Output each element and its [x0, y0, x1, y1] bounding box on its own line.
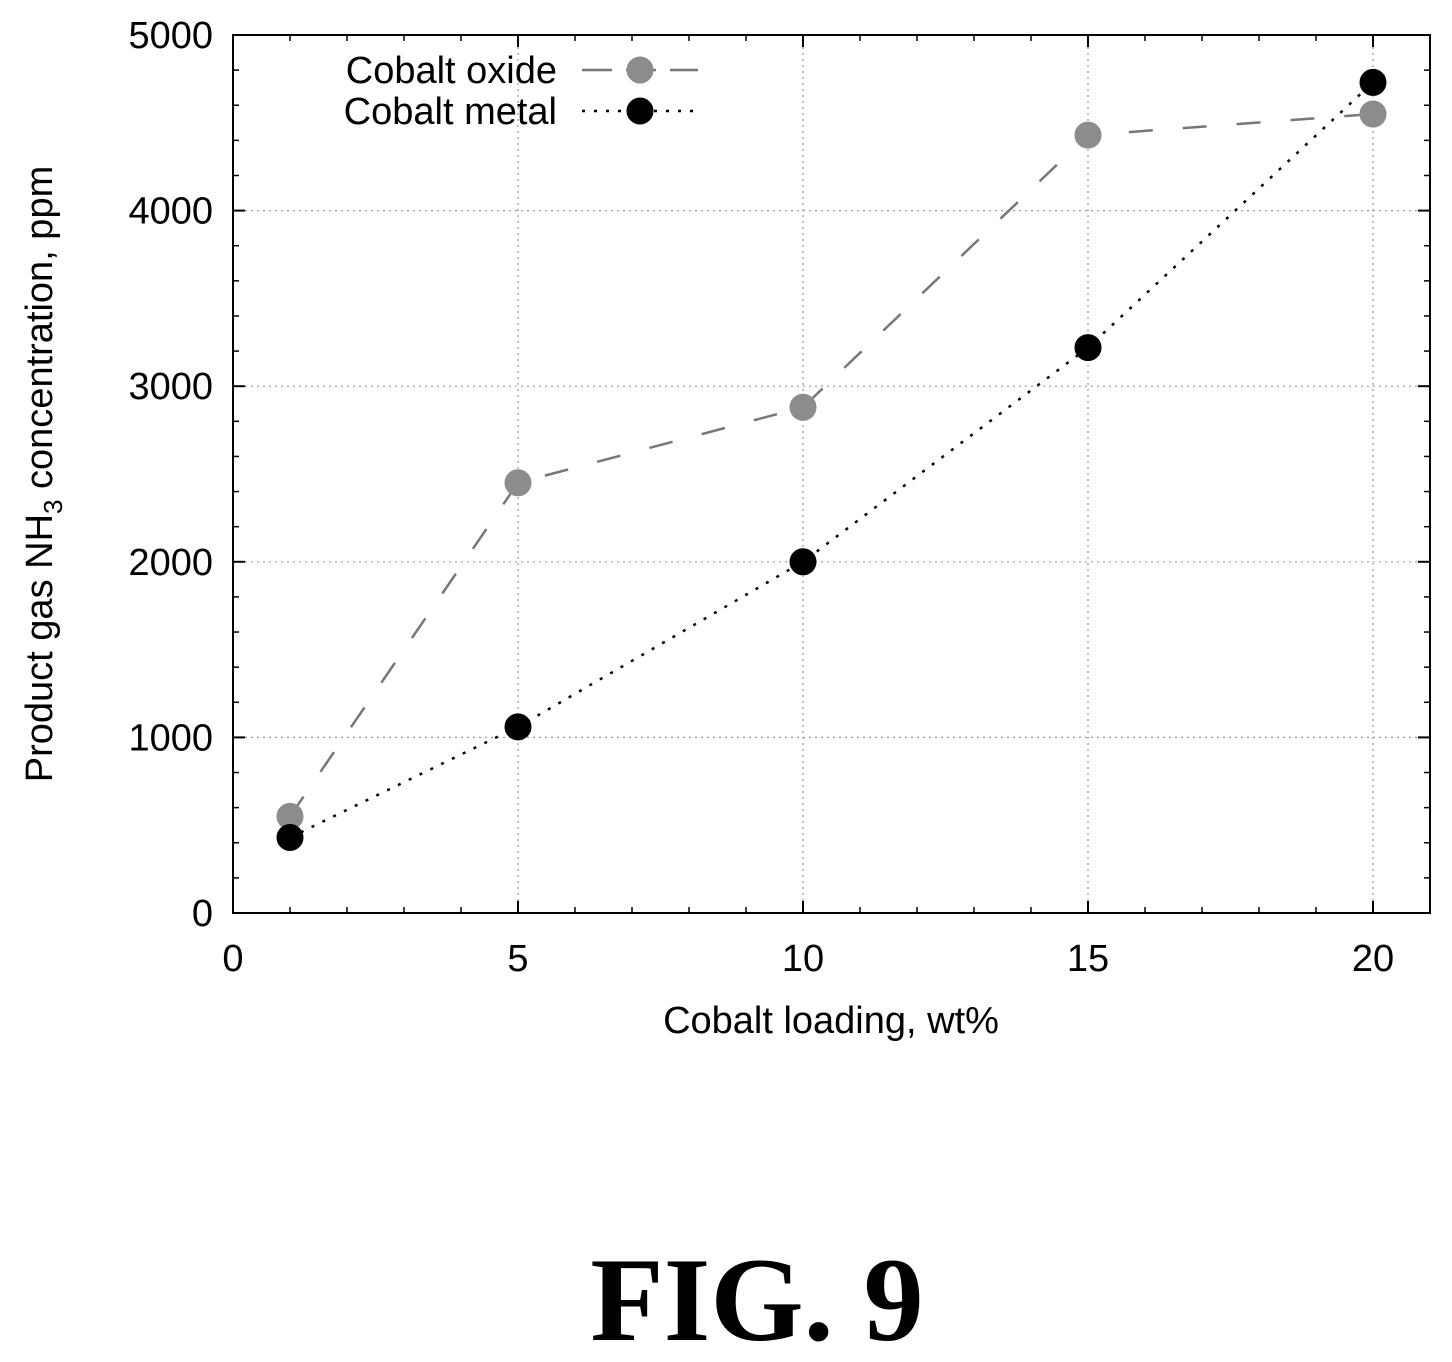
y-axis-label-part-1: Product gas NH: [19, 514, 61, 782]
series-line-1: [288, 112, 1374, 818]
legend-label-1: Cobalt oxide: [346, 50, 557, 92]
data-point-series-1: [789, 393, 817, 421]
y-tick-label: 0: [192, 893, 213, 935]
series-line-2: [289, 81, 1374, 839]
x-tick-label: 5: [507, 938, 528, 980]
data-point-series-1: [1359, 100, 1387, 128]
data-point-series-2: [1074, 334, 1102, 362]
x-axis-label: Cobalt loading, wt%: [663, 1000, 999, 1042]
axis-ticks: 0 1000 2000 3000 4000 5000 0 5 10 15 20: [128, 15, 1430, 980]
y-tick-label: 4000: [128, 191, 213, 233]
plot-area-frame: [232, 34, 1431, 914]
y-tick-label: 2000: [128, 542, 213, 584]
data-point-series-2: [1359, 68, 1387, 96]
data-point-series-2: [276, 823, 304, 851]
y-tick-label: 5000: [128, 15, 213, 57]
x-tick-label: 10: [782, 938, 824, 980]
data-point-series-1: [1074, 121, 1102, 149]
y-tick-label: 1000: [128, 717, 213, 759]
data-point-series-2: [504, 713, 532, 741]
y-axis-label: Product gas NH3 concentration, ppm: [19, 166, 68, 782]
legend-marker-1: [626, 56, 654, 84]
x-tick-label: 15: [1067, 938, 1109, 980]
legend-label-2: Cobalt metal: [344, 91, 557, 133]
y-axis-label-part-2: concentration, ppm: [19, 166, 61, 500]
x-tick-label: 20: [1352, 938, 1394, 980]
series-layer: [276, 68, 1387, 851]
grid-lines: [233, 35, 1430, 913]
figure-caption: FIG. 9: [590, 1233, 923, 1362]
data-point-series-1: [504, 469, 532, 497]
y-axis-label-subscript: 3: [38, 500, 68, 514]
legend-marker-2: [626, 97, 654, 125]
y-tick-label: 3000: [128, 366, 213, 408]
x-tick-label: 0: [222, 938, 243, 980]
data-point-series-2: [789, 548, 817, 576]
